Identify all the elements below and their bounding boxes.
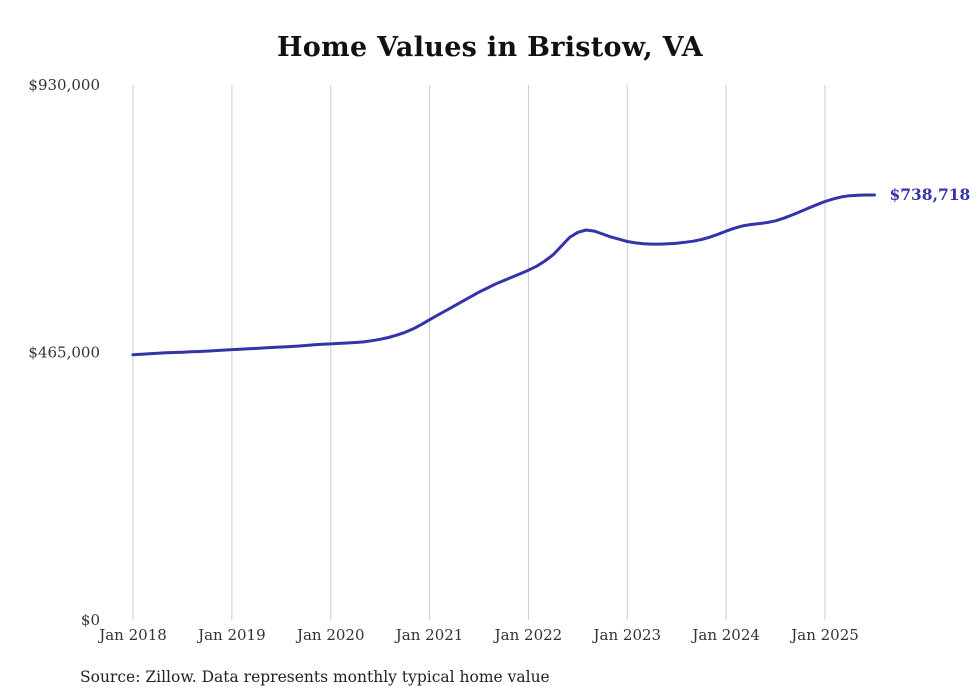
source-note: Source: Zillow. Data represents monthly … xyxy=(80,668,550,686)
x-axis-tick-label: Jan 2023 xyxy=(592,626,662,644)
x-axis-tick-label: Jan 2020 xyxy=(295,626,365,644)
x-axis-tick-label: Jan 2018 xyxy=(97,626,167,644)
x-axis-tick-label: Jan 2021 xyxy=(394,626,464,644)
end-value-label: $738,718 xyxy=(889,185,970,204)
y-axis-tick-label: $465,000 xyxy=(28,344,100,362)
y-axis-tick-label: $930,000 xyxy=(28,76,100,94)
x-axis-tick-label: Jan 2024 xyxy=(690,626,760,644)
chart-title: Home Values in Bristow, VA xyxy=(276,32,703,63)
home-values-line-chart: Jan 2018 Jan 2019 Jan 2020 Jan 2021 Jan 2022… xyxy=(28,76,970,644)
y-axis-tick-label: $0 xyxy=(81,611,100,629)
x-axis-tick-label: Jan 2022 xyxy=(493,626,563,644)
x-axis-tick-label: Jan 2019 xyxy=(196,626,266,644)
home-value-line xyxy=(131,193,876,357)
x-axis-tick-label: Jan 2025 xyxy=(789,626,859,644)
